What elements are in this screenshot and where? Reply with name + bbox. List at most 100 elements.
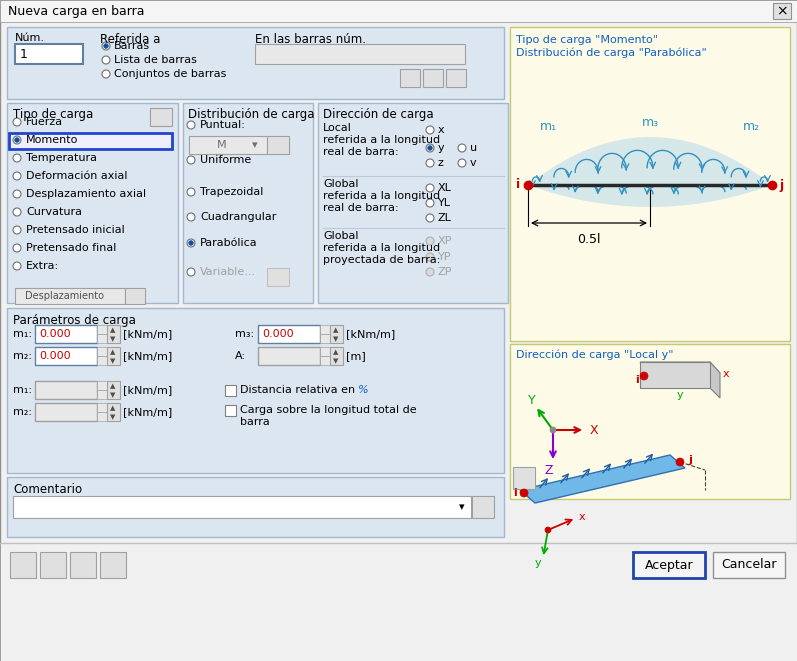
Text: Global: Global (323, 179, 359, 189)
Text: Distribución de carga: Distribución de carga (188, 108, 315, 121)
Bar (35, 347, 97, 365)
Text: i: i (635, 375, 639, 385)
Circle shape (187, 156, 195, 164)
Text: 0.5l: 0.5l (577, 233, 601, 246)
Bar (513, 467, 535, 489)
Bar (446, 69, 466, 87)
Bar (40, 552, 66, 578)
Bar (10, 552, 36, 578)
Text: ▲: ▲ (110, 327, 116, 333)
Text: Parabólica: Parabólica (200, 238, 257, 248)
Text: real de barra:: real de barra: (323, 147, 398, 157)
Text: ▾: ▾ (252, 140, 257, 150)
Text: Parámetros de carga: Parámetros de carga (13, 314, 135, 327)
Text: y: y (535, 558, 541, 568)
Text: ZL: ZL (438, 213, 452, 223)
Text: m₁:: m₁: (13, 385, 32, 395)
Text: XL: XL (438, 183, 452, 193)
Text: 0.000: 0.000 (39, 351, 71, 361)
Bar (225, 385, 236, 396)
Bar (320, 356, 330, 365)
Bar (0, 543, 797, 661)
Circle shape (426, 268, 434, 276)
Circle shape (426, 144, 434, 152)
Text: proyectada de barra:: proyectada de barra: (323, 255, 441, 265)
Text: [kNm/m]: [kNm/m] (123, 351, 172, 361)
Bar (97, 356, 107, 365)
Text: Dirección de carga "Local y": Dirección de carga "Local y" (516, 350, 673, 360)
Circle shape (102, 70, 110, 78)
Bar (773, 3, 791, 19)
Text: m₂: m₂ (743, 120, 760, 134)
Text: ▲: ▲ (333, 349, 339, 355)
Text: ▲: ▲ (110, 383, 116, 389)
Text: referida a la longitud: referida a la longitud (323, 191, 440, 201)
Circle shape (426, 159, 434, 167)
Text: j: j (780, 178, 784, 192)
Text: Pretensado final: Pretensado final (26, 243, 116, 253)
Bar (150, 108, 172, 126)
Bar (70, 552, 96, 578)
Text: Y: Y (528, 394, 536, 407)
Text: x: x (723, 369, 729, 379)
Text: ▼: ▼ (110, 336, 116, 342)
Text: Núm.: Núm. (15, 33, 45, 43)
Bar (97, 325, 107, 334)
Bar (225, 405, 236, 416)
Bar (97, 347, 107, 356)
Text: Aceptar: Aceptar (645, 559, 693, 572)
Text: Puntual:: Puntual: (200, 120, 246, 130)
Circle shape (676, 458, 684, 466)
Text: Carga sobre la longitud total de: Carga sobre la longitud total de (240, 405, 417, 415)
Text: Z: Z (545, 463, 553, 477)
Text: Pretensado inicial: Pretensado inicial (26, 225, 125, 235)
Text: Trapezoidal: Trapezoidal (200, 187, 263, 197)
Circle shape (545, 527, 551, 533)
Bar (13, 496, 471, 518)
Text: [kNm/m]: [kNm/m] (123, 407, 172, 417)
Text: [kNm/m]: [kNm/m] (123, 329, 172, 339)
Circle shape (640, 372, 648, 380)
Circle shape (13, 172, 21, 180)
Text: z: z (438, 158, 444, 168)
Text: Conjuntos de barras: Conjuntos de barras (114, 69, 226, 79)
Text: Desplazamiento axial: Desplazamiento axial (26, 189, 146, 199)
Text: m₁: m₁ (540, 120, 557, 134)
Polygon shape (640, 362, 710, 388)
Circle shape (102, 42, 110, 50)
Text: Distribución de carga "Parabólica": Distribución de carga "Parabólica" (516, 48, 707, 59)
Circle shape (14, 137, 19, 142)
Text: Referida a: Referida a (100, 33, 160, 46)
Text: XP: XP (438, 236, 453, 246)
Text: Lista de barras: Lista de barras (114, 55, 197, 65)
Circle shape (187, 268, 195, 276)
Text: [kNm/m]: [kNm/m] (346, 329, 395, 339)
Circle shape (13, 244, 21, 252)
Text: ▼: ▼ (333, 358, 339, 364)
Circle shape (13, 190, 21, 198)
Bar (183, 103, 313, 303)
Bar (255, 44, 465, 64)
Bar (97, 412, 107, 421)
Circle shape (550, 427, 556, 433)
Polygon shape (710, 362, 720, 398)
Text: m₁:: m₁: (13, 329, 32, 339)
Text: Desplazamiento: Desplazamiento (26, 291, 104, 301)
Text: [kNm/m]: [kNm/m] (123, 385, 172, 395)
Text: Fuerza: Fuerza (26, 117, 63, 127)
Text: Uniforme: Uniforme (200, 155, 251, 165)
Bar (107, 381, 120, 399)
Circle shape (187, 239, 195, 247)
Bar (258, 347, 320, 365)
Text: %: % (358, 385, 369, 395)
Bar (35, 381, 97, 399)
Text: Variable...: Variable... (200, 267, 256, 277)
Bar (100, 552, 126, 578)
Bar (7, 308, 504, 473)
Bar (97, 403, 107, 412)
Bar (15, 288, 125, 304)
Bar (423, 69, 443, 87)
Polygon shape (640, 362, 720, 373)
Text: m₂:: m₂: (13, 351, 32, 361)
Text: X: X (590, 424, 599, 436)
